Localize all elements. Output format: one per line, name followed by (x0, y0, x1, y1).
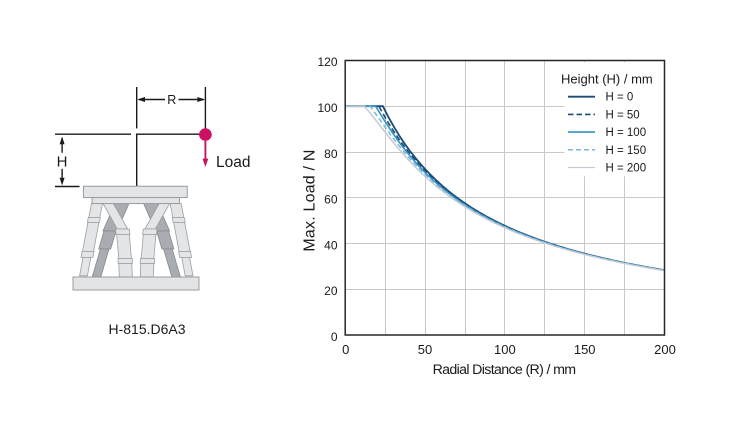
svg-text:R: R (167, 93, 176, 107)
svg-text:Height (H) / mm: Height (H) / mm (561, 72, 653, 87)
svg-text:0: 0 (342, 342, 349, 357)
svg-text:Max. Load / N: Max. Load / N (302, 149, 319, 251)
svg-text:200: 200 (654, 342, 676, 357)
svg-text:H = 150: H = 150 (606, 145, 647, 157)
svg-text:H-815.D6A3: H-815.D6A3 (108, 321, 185, 337)
svg-text:50: 50 (418, 342, 432, 357)
svg-text:H = 100: H = 100 (606, 127, 647, 139)
svg-text:Load: Load (216, 154, 250, 171)
svg-text:150: 150 (574, 342, 596, 357)
svg-text:100: 100 (494, 342, 516, 357)
svg-text:120: 120 (317, 55, 337, 69)
svg-text:60: 60 (324, 193, 338, 207)
svg-text:Radial Distance (R) / mm: Radial Distance (R) / mm (433, 362, 576, 378)
svg-text:0: 0 (331, 330, 338, 344)
svg-text:80: 80 (324, 147, 338, 161)
svg-text:H: H (57, 154, 68, 171)
svg-text:20: 20 (324, 284, 338, 298)
svg-text:H = 50: H = 50 (606, 109, 640, 121)
svg-text:100: 100 (317, 101, 337, 115)
svg-text:H = 0: H = 0 (606, 92, 634, 104)
svg-text:H = 200: H = 200 (606, 163, 647, 175)
svg-text:40: 40 (324, 238, 338, 252)
